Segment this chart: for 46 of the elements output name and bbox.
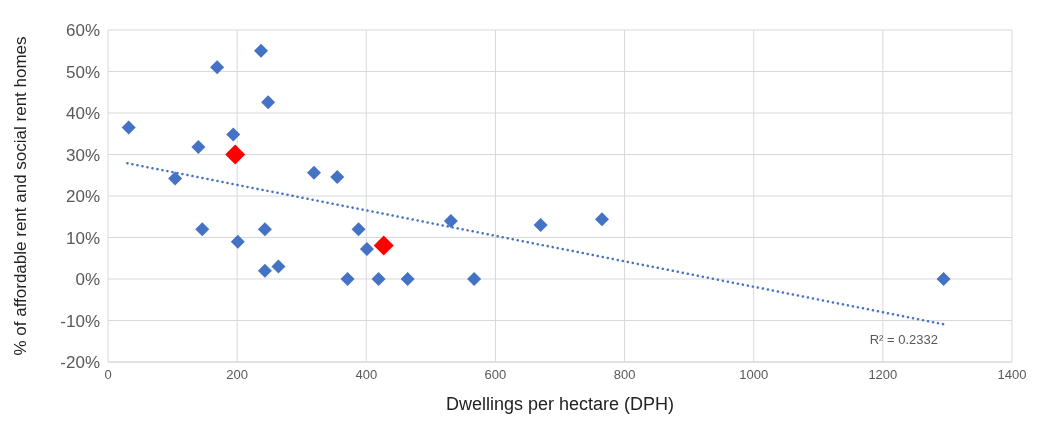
y-tick-label: 50%: [65, 62, 100, 82]
point: [168, 171, 183, 186]
point: [373, 235, 394, 256]
y-tick-label: -20%: [60, 353, 100, 373]
point: [271, 259, 286, 274]
x-axis-title: Dwellings per hectare (DPH): [445, 394, 675, 414]
y-axis-title: % of affordable rent and social rent homes: [11, 36, 31, 356]
x-tick-label: 200: [226, 367, 248, 383]
point: [467, 272, 482, 286]
point: [225, 144, 246, 165]
point: [351, 222, 366, 237]
point: [261, 95, 276, 110]
y-tick-label: 0%: [75, 270, 100, 290]
y-tick-label: -10%: [60, 311, 100, 331]
point: [306, 165, 321, 180]
point: [330, 169, 345, 184]
point: [400, 272, 415, 286]
y-tick-label: 20%: [65, 187, 100, 207]
point: [254, 43, 269, 58]
point: [443, 213, 458, 228]
x-tick-label: 1400: [997, 367, 1027, 383]
x-tick-label: 1200: [868, 367, 898, 383]
x-tick-label: 600: [484, 367, 507, 383]
point: [121, 120, 136, 135]
point: [191, 140, 206, 155]
point: [226, 127, 241, 142]
x-tick-label: 1000: [739, 367, 769, 383]
point: [594, 212, 609, 227]
y-tick-label: 60%: [65, 21, 100, 41]
annotation: R² = 0.2332: [869, 332, 938, 347]
x-tick-label: 0: [104, 367, 112, 383]
x-tick-label: 400: [355, 367, 378, 383]
point: [936, 272, 951, 286]
x-tick-label: 800: [613, 367, 636, 383]
point: [210, 60, 225, 75]
y-tick-label: 10%: [65, 228, 100, 248]
point: [195, 222, 210, 237]
point: [371, 272, 386, 286]
point: [340, 272, 355, 286]
y-tick-label: 40%: [65, 104, 100, 124]
point: [257, 222, 272, 237]
point: [230, 234, 245, 249]
point: [359, 242, 374, 257]
point: [533, 218, 548, 233]
point: [257, 263, 272, 278]
y-tick-label: 30%: [65, 145, 100, 165]
